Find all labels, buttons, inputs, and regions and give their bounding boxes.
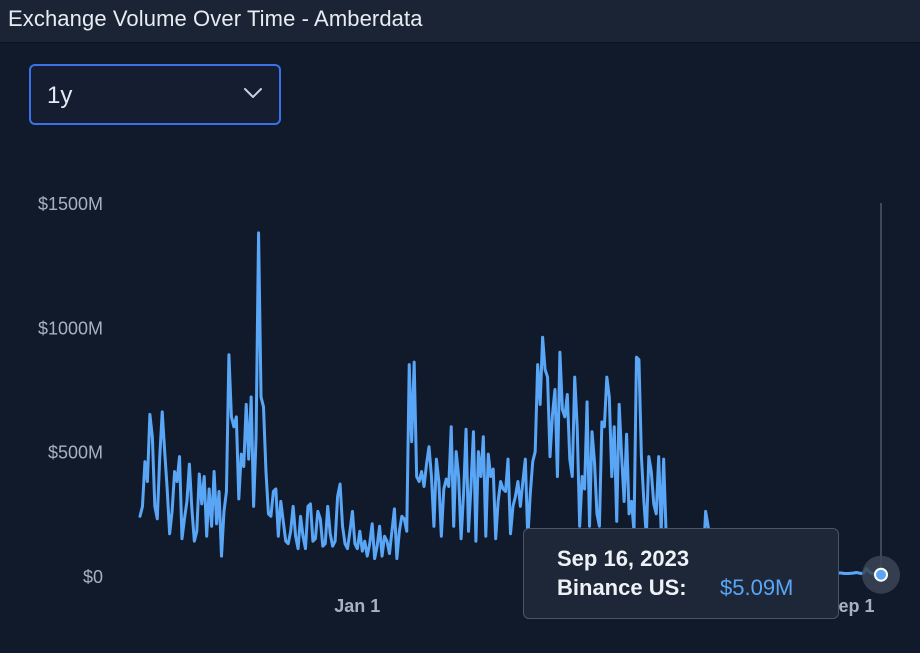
title-bar: Exchange Volume Over Time - Amberdata — [0, 0, 920, 43]
y-tick-label: $1000M — [38, 318, 103, 338]
chevron-down-icon — [244, 88, 262, 98]
tooltip-value: $5.09M — [720, 575, 794, 600]
highlight-point[interactable] — [874, 567, 888, 582]
chart-tooltip: Sep 16, 2023 Binance US: $5.09M — [523, 528, 839, 619]
time-range-select[interactable]: 1y — [29, 64, 281, 125]
tooltip-date: Sep 16, 2023 — [557, 546, 690, 571]
y-tick-label: $1500M — [38, 194, 103, 214]
y-axis: $0 $500M $1000M $1500M — [38, 194, 103, 587]
time-range-value: 1y — [47, 82, 73, 109]
x-tick-label: Jan 1 — [334, 596, 380, 616]
tooltip-series-label: Binance US: — [557, 575, 687, 600]
page-title: Exchange Volume Over Time - Amberdata — [8, 6, 423, 31]
y-tick-label: $0 — [83, 567, 103, 587]
series-line-binance-us — [138, 231, 883, 577]
y-tick-label: $500M — [48, 443, 103, 463]
